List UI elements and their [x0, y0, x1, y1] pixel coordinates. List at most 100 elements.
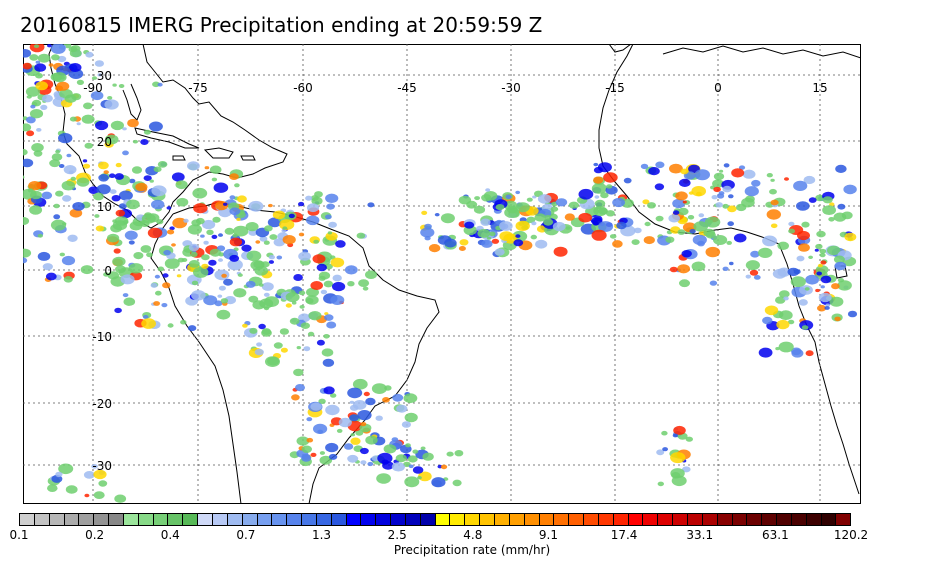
precip-cell	[88, 186, 100, 194]
precip-cell	[146, 252, 153, 258]
precip-cell	[306, 417, 313, 422]
precip-cell	[783, 296, 789, 301]
precip-cell	[347, 281, 355, 287]
precip-cell	[784, 177, 789, 181]
longitude-label: -45	[397, 81, 417, 95]
colorbar-swatch	[183, 514, 199, 525]
precip-cell	[837, 203, 846, 210]
precip-cell	[689, 229, 696, 234]
precip-cell	[279, 328, 289, 335]
precip-cell	[107, 271, 120, 280]
precip-cell	[49, 159, 61, 168]
precip-cell	[805, 350, 814, 357]
precip-cell	[758, 247, 773, 258]
precip-cell	[330, 393, 337, 398]
precip-cell	[352, 400, 367, 410]
precip-cell	[29, 109, 44, 119]
precip-cell	[591, 183, 608, 194]
precip-cell	[440, 464, 448, 470]
precip-cell	[745, 195, 755, 203]
precip-cell	[815, 243, 823, 250]
precip-cell	[115, 162, 122, 168]
precip-cell	[321, 348, 334, 357]
precip-cell	[513, 239, 524, 247]
colorbar-tick-label: 0.7	[236, 528, 256, 542]
coastline-iberia	[608, 44, 632, 53]
precip-cell	[762, 235, 778, 247]
precip-cell	[531, 221, 537, 226]
precip-cell	[157, 161, 168, 168]
precip-cell	[323, 386, 335, 395]
precip-cell	[818, 292, 832, 303]
precip-cell	[221, 273, 227, 278]
precip-cell	[256, 342, 263, 347]
precip-cell	[328, 221, 337, 228]
precip-cell	[833, 255, 845, 264]
coastline-hispaniola	[203, 147, 234, 159]
precip-cell	[418, 471, 432, 482]
precip-cell	[778, 310, 793, 321]
precip-cell	[526, 197, 533, 202]
precip-cell	[711, 195, 718, 200]
precip-cell	[157, 82, 163, 87]
precip-cell	[285, 292, 300, 303]
precip-cell	[770, 199, 779, 206]
colorbar-swatch	[509, 514, 525, 525]
colorbar-swatch	[198, 514, 213, 525]
precip-cell	[305, 295, 319, 305]
precip-cell	[307, 331, 315, 337]
precip-cell	[311, 197, 323, 205]
precip-cell	[829, 296, 844, 307]
precip-cell	[530, 234, 537, 240]
precip-cell	[164, 258, 180, 269]
precip-cell	[310, 452, 317, 457]
precip-cell	[532, 195, 537, 199]
precip-cell	[648, 167, 660, 176]
precip-cell	[263, 240, 270, 245]
precip-cell	[313, 239, 320, 244]
precip-cell	[233, 225, 249, 237]
precip-cell	[485, 188, 491, 192]
precip-cell	[788, 228, 795, 234]
precip-cell	[104, 134, 119, 145]
longitude-label: -90	[83, 81, 103, 95]
precip-cell	[593, 162, 599, 167]
precip-cell	[534, 213, 546, 222]
precip-cell	[217, 294, 223, 298]
precip-cell	[80, 265, 94, 275]
precip-cell	[26, 130, 35, 137]
precip-cell	[371, 383, 387, 394]
latitude-label: -20	[92, 397, 112, 411]
precip-cell	[777, 241, 789, 250]
precip-cell	[98, 480, 108, 487]
precip-cell	[820, 275, 832, 284]
colorbar-swatch	[643, 514, 659, 525]
precip-cell	[188, 260, 200, 268]
precip-cell	[762, 316, 773, 325]
precip-cell	[111, 195, 121, 202]
colorbar-swatch	[480, 514, 495, 525]
precip-cell	[76, 122, 81, 126]
precip-cell	[162, 273, 169, 278]
colorbar-swatch	[153, 514, 169, 525]
precip-cell	[258, 283, 264, 287]
precip-cell	[129, 178, 136, 184]
precip-cell	[766, 209, 781, 220]
precip-cell	[742, 169, 756, 179]
precip-cell	[211, 234, 218, 239]
precip-cell	[261, 282, 274, 291]
precip-cell	[191, 280, 199, 286]
colorbar-swatch	[376, 514, 392, 525]
precip-cell	[224, 227, 235, 235]
colorbar-swatch	[257, 514, 273, 525]
precip-cell	[206, 229, 214, 235]
precip-cell	[157, 266, 165, 272]
precip-cell	[705, 231, 716, 239]
latitude-label: 30	[97, 69, 112, 83]
precip-cell	[112, 83, 117, 87]
precip-cell	[42, 263, 53, 271]
precip-cell	[191, 219, 202, 227]
precip-cell	[242, 323, 248, 328]
precip-cell	[565, 226, 571, 230]
precip-cell	[61, 180, 76, 191]
